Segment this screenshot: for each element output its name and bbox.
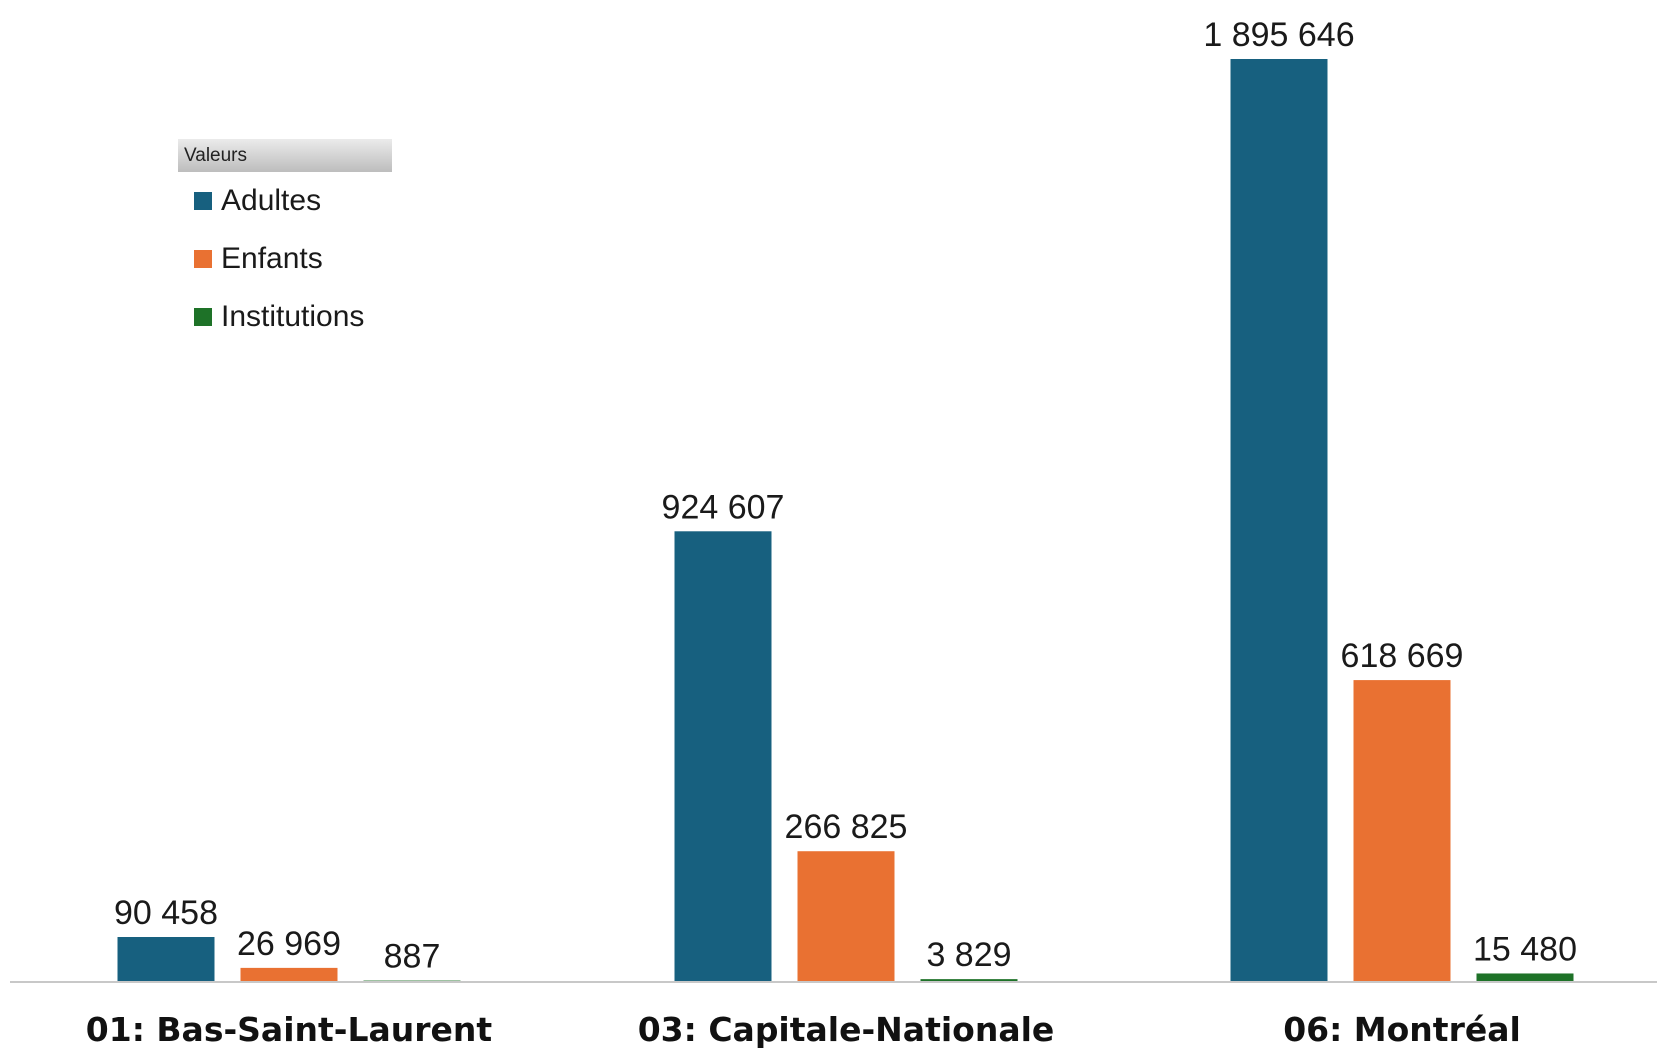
data-label-adultes-1: 90 458: [114, 894, 218, 932]
data-label-enfants-1: 26 969: [237, 925, 341, 963]
bar-adultes-1[interactable]: [117, 937, 215, 981]
data-label-adultes-3: 1 895 646: [1203, 16, 1354, 54]
legend: Valeurs Adultes Enfants Institutions: [178, 139, 392, 346]
legend-item-enfants[interactable]: Enfants: [178, 230, 392, 288]
category-labels-group: 01: Bas-Saint-Laurent 03: Capitale-Nation…: [86, 1010, 1521, 1049]
data-label-enfants-3: 618 669: [1341, 637, 1464, 675]
bar-institutions-2[interactable]: [920, 979, 1018, 981]
bar-enfants-2[interactable]: [797, 851, 895, 981]
data-label-institutions-1: 887: [384, 938, 441, 976]
category-label-1: 01: Bas-Saint-Laurent: [86, 1010, 493, 1049]
bar-adultes-3[interactable]: [1230, 59, 1328, 981]
bar-adultes-2[interactable]: [674, 531, 772, 981]
data-label-institutions-3: 15 480: [1473, 930, 1577, 968]
bar-institutions-3[interactable]: [1476, 973, 1574, 981]
bar-enfants-1[interactable]: [240, 967, 338, 981]
legend-swatch-institutions: [194, 308, 212, 326]
legend-label-institutions: Institutions: [221, 300, 365, 333]
data-label-enfants-2: 266 825: [785, 808, 908, 846]
category-label-3: 06: Montréal: [1283, 1010, 1521, 1049]
data-label-adultes-2: 924 607: [662, 488, 785, 526]
legend-title[interactable]: Valeurs: [178, 139, 392, 172]
legend-item-institutions[interactable]: Institutions: [178, 288, 392, 346]
data-labels-group: 90 458 924 607 1 895 646 26 969 266 825 618 6…: [114, 16, 1577, 976]
category-label-2: 03: Capitale-Nationale: [638, 1010, 1055, 1049]
legend-swatch-adultes: [194, 192, 212, 210]
legend-label-adultes: Adultes: [221, 184, 322, 217]
legend-item-adultes[interactable]: Adultes: [178, 172, 392, 230]
legend-label-enfants: Enfants: [221, 242, 323, 275]
legend-swatch-enfants: [194, 250, 212, 268]
bars-group: [117, 59, 1574, 981]
bar-enfants-3[interactable]: [1353, 680, 1451, 981]
data-label-institutions-2: 3 829: [926, 936, 1011, 974]
